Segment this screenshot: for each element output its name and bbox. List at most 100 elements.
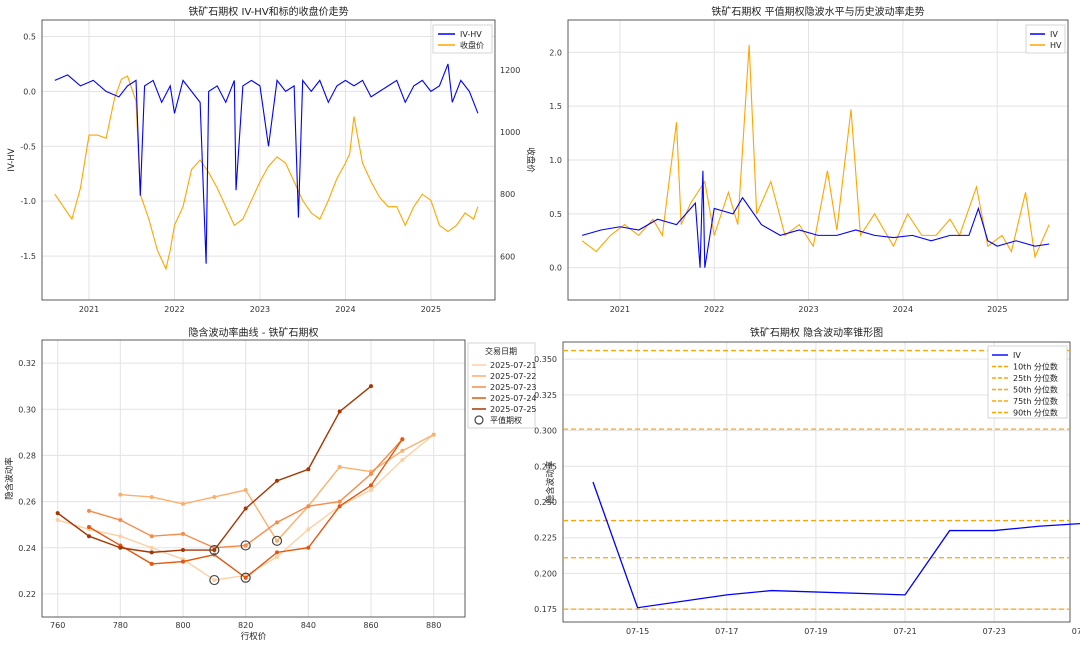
chart3-data-point [306,545,311,550]
chart4-ytick-label: 0.250 [534,498,557,507]
chart1-legend-box [432,24,493,54]
chart4-legend-label: IV [1013,351,1021,360]
chart3-data-point [212,494,217,499]
chart2-xtick-label: 2025 [987,305,1007,314]
chart3-xtick-label: 880 [426,621,441,630]
chart4-legend-label: 25th 分位数 [1013,373,1058,383]
chart4-ytick-label: 0.175 [534,605,557,614]
chart3-data-point [118,518,123,523]
chart4-xtick-label: 07-19 [804,627,827,636]
chart3-data-point [275,520,279,525]
chart4-legend-label: 10th 分位数 [1013,362,1058,372]
chart3-xtick-label: 840 [301,621,316,630]
chart3-ytick-label: 0.32 [18,359,36,368]
chart4-frame [562,341,1071,623]
chart3-ytick-label: 0.30 [18,405,36,414]
chart2-ytick-label: 2.0 [549,48,562,57]
chart4-xtick-label: 07-21 [893,627,916,636]
chart3-data-point [118,492,123,497]
chart1-xtick-label: 2021 [79,305,99,314]
chart3-legend-label: 2025-07-23 [490,383,537,392]
chart3-series-line [120,434,434,542]
chart3-data-point [337,464,342,469]
chart3-legend-atm-label: 平值期权 [490,415,522,425]
chart2-series-hv [581,44,1050,259]
chart3-data-point [369,488,373,493]
chart1-ytick-label: -1.5 [20,252,36,261]
chart1-ytick-label: -1.0 [20,197,36,206]
chart2-legend-label: IV [1050,30,1058,39]
chart3-atm-marker [209,574,220,586]
chart2-xtick-label: 2022 [704,305,724,314]
chart3-xtick-label: 800 [175,621,190,630]
chart3-data-point [87,524,91,529]
chart2-frame [567,19,1069,301]
chart3-data-point [400,458,405,463]
chart3-data-point [337,409,342,414]
chart3-data-point [243,543,248,548]
chart3-atm-marker [240,572,251,583]
chart3-data-point [306,467,311,472]
chart2-series-iv [582,170,1050,268]
chart3-data-point [87,508,91,513]
chart3-legend-atm-swatch [474,415,484,425]
chart2-xtick-label: 2021 [610,305,630,314]
chart4-ylabel: 隐含波动率 [545,460,556,503]
chart3-ylabel: 隐含波动率 [4,457,15,500]
chart3-ytick-label: 0.22 [18,590,36,599]
chart1-y2tick-label: 800 [500,190,515,199]
chart1-y2label: 收盘价 [525,147,536,173]
chart3-data-point [369,483,373,488]
chart1-ytick-label: -0.5 [20,142,36,151]
chart4-xtick-label: 07-17 [715,627,738,636]
chart4-legend-label: 90th 分位数 [1013,408,1058,418]
chart1-xtick-label: 2022 [164,305,184,314]
chart3-data-point [243,575,248,580]
chart3-legend-label: 2025-07-24 [490,394,537,403]
chart1-legend-label: IV-HV [460,30,482,39]
chart3-data-point [306,527,311,532]
chart3-data-point [149,534,154,539]
chart3-atm-marker [240,540,251,551]
chart3-data-point [149,550,154,555]
chart3-data-point [181,548,185,553]
chart1-xtick-label: 2023 [250,305,270,314]
chart3-data-point [369,384,373,389]
chart4-ytick-label: 0.225 [534,534,557,543]
chart3-data-point [149,494,154,499]
chart3-legend-title: 交易日期 [485,346,517,356]
chart1-y2tick-label: 1200 [500,66,520,75]
chart3-data-point [87,534,91,539]
chart4-ytick-label: 0.300 [534,427,557,436]
chart4-legend-label: 50th 分位数 [1013,385,1058,395]
chart2-legend-label: HV [1050,41,1062,50]
chart1-frame [41,19,496,301]
chart4-ytick-label: 0.325 [534,391,557,400]
chart3-data-point [212,548,217,553]
chart2-ytick-label: 1.0 [549,156,562,165]
chart3-data-point [118,534,123,539]
chart4-xtick-label: 07-23 [983,627,1006,636]
chart3-data-point [149,561,154,566]
chart1-xtick-label: 2024 [335,305,355,314]
chart2-ytick-label: 0.5 [549,210,562,219]
chart1-ytick-label: 0.0 [23,87,36,96]
chart3-legend-label: 2025-07-22 [490,372,537,381]
chart3-atm-marker [209,544,220,556]
chart1-ylabel: IV-HV [7,148,17,171]
chart1-ytick-label: 0.5 [23,32,36,41]
chart3-data-point [181,531,185,536]
chart3-data-point [431,432,436,437]
chart3-data-point [181,559,185,564]
chart4-ytick-label: 0.200 [534,569,557,578]
chart3-data-point [275,554,279,559]
chart3-data-point [306,504,311,509]
chart3-data-point [337,499,342,504]
chart3-data-point [55,518,60,523]
chart3-data-point [369,471,373,476]
chart2-xtick-label: 2023 [798,305,818,314]
chart3-xtick-label: 820 [238,621,253,630]
chart1-title: 铁矿石期权 IV-HV和标的收盘价走势 [188,5,348,18]
chart3-data-point [243,506,248,511]
